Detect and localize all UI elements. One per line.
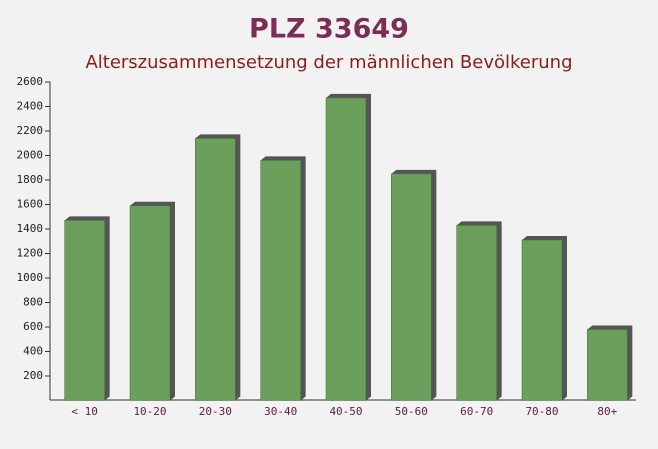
bar: [195, 138, 236, 401]
y-tick-label: 2400: [17, 100, 44, 113]
bar: [391, 173, 432, 401]
y-tick-label: 800: [23, 296, 43, 309]
y-tick-label: 1400: [17, 222, 44, 235]
y-tick-label: 2000: [17, 149, 44, 162]
bar-shadow: [456, 221, 502, 401]
x-tick-label: 60-70: [460, 405, 493, 418]
bar: [587, 329, 628, 401]
y-tick-label: 2600: [17, 75, 44, 88]
bar: [521, 239, 563, 401]
y-tick-label: 400: [23, 345, 43, 358]
bar-shadow: [195, 134, 241, 401]
y-tick-label: 1600: [17, 198, 44, 211]
y-tick-label: 1200: [17, 247, 44, 260]
bar: [129, 205, 171, 401]
y-tick-label: 600: [23, 320, 43, 333]
bar: [456, 225, 497, 401]
x-tick-label: 80+: [597, 405, 617, 418]
bar-shadow: [587, 325, 633, 401]
y-tick-label: 200: [23, 369, 43, 382]
bar-shadow: [130, 201, 175, 401]
x-tick-label: 10-20: [133, 405, 166, 418]
bar-shadow: [326, 93, 371, 401]
bar-shadow: [260, 156, 306, 401]
bar: [325, 97, 367, 401]
x-tick-label: < 10: [71, 405, 98, 418]
bar-shadow: [64, 216, 110, 401]
bar-shadow: [522, 236, 567, 401]
x-tick-label: 20-30: [199, 405, 232, 418]
chart-title: PLZ 33649: [249, 14, 409, 45]
y-tick-label: 2200: [17, 124, 44, 137]
x-tick-label: 50-60: [395, 405, 428, 418]
x-tick-label: 40-50: [329, 405, 362, 418]
bar-shadow: [391, 169, 437, 401]
y-tick-label: 1000: [17, 271, 44, 284]
chart-subtitle: Alterszusammensetzung der männlichen Bev…: [85, 52, 572, 73]
x-tick-label: 30-40: [264, 405, 297, 418]
y-tick-label: 1800: [17, 173, 44, 186]
bar: [64, 220, 105, 401]
bar: [260, 160, 301, 401]
x-tick-label: 70-80: [525, 405, 558, 418]
